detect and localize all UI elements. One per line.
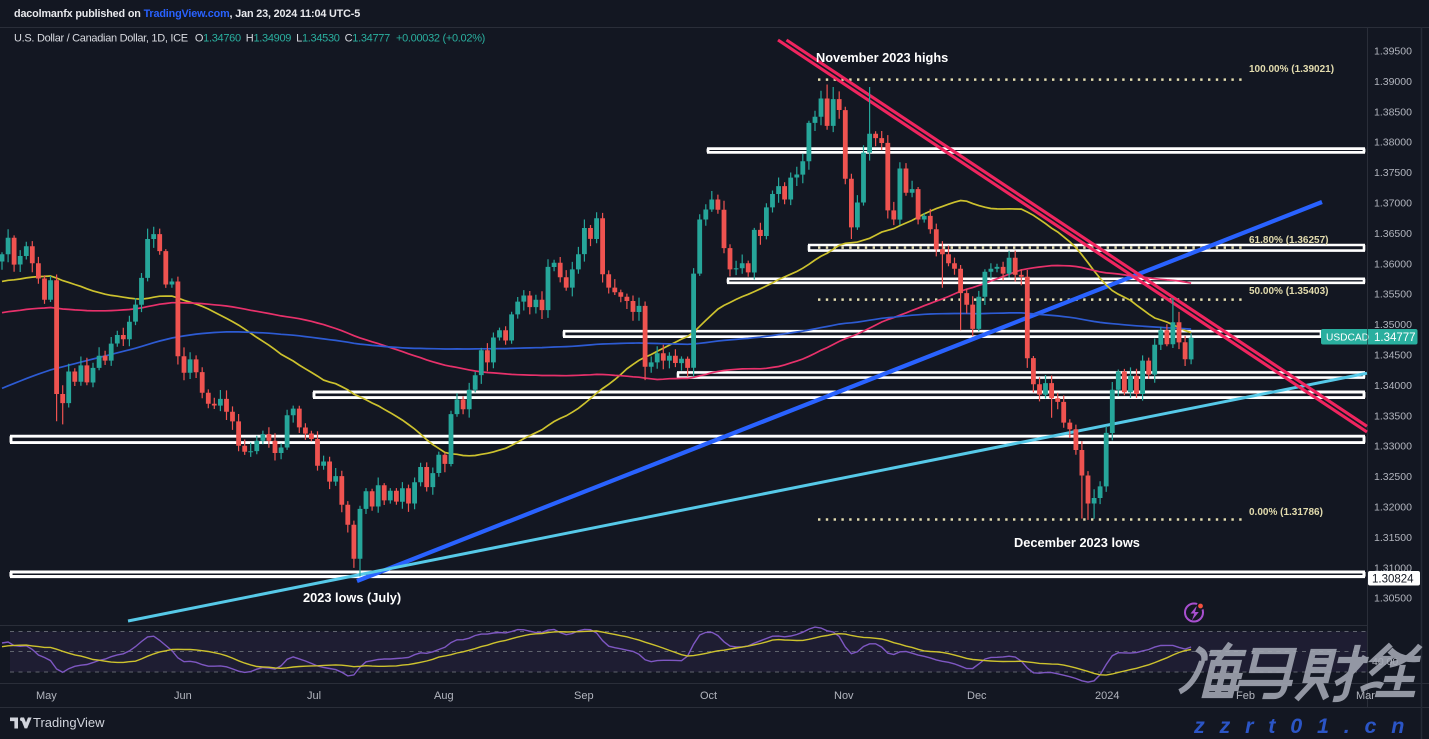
svg-text:1.39500: 1.39500 [1374, 46, 1412, 58]
svg-text:1.35500: 1.35500 [1374, 289, 1412, 301]
svg-text:1.35000: 1.35000 [1374, 319, 1412, 331]
svg-text:1.33000: 1.33000 [1374, 441, 1412, 453]
svg-text:1.37000: 1.37000 [1374, 198, 1412, 210]
svg-text:2023 lows (July): 2023 lows (July) [303, 590, 401, 605]
svg-text:zzrt01.cn: zzrt01.cn [1193, 714, 1419, 738]
svg-text:0.00% (1.31786): 0.00% (1.31786) [1249, 507, 1323, 518]
svg-text:December 2023 lows: December 2023 lows [1014, 535, 1140, 550]
svg-text:1.39000: 1.39000 [1374, 76, 1412, 88]
svg-text:Aug: Aug [434, 690, 454, 702]
svg-text:1.38000: 1.38000 [1374, 137, 1412, 149]
svg-text:U.S. Dollar / Canadian Dollar,: U.S. Dollar / Canadian Dollar, 1D, ICE O1… [14, 33, 485, 45]
svg-text:1.33500: 1.33500 [1374, 410, 1412, 422]
svg-text:1.30824: 1.30824 [1372, 574, 1414, 586]
svg-text:61.80% (1.36257): 61.80% (1.36257) [1249, 235, 1329, 246]
svg-text:May: May [36, 690, 57, 702]
svg-text:USDCAD: USDCAD [1326, 333, 1369, 344]
svg-text:2024: 2024 [1095, 690, 1119, 702]
svg-text:TradingView: TradingView [33, 715, 105, 730]
svg-text:1.32500: 1.32500 [1374, 471, 1412, 483]
svg-text:1.36500: 1.36500 [1374, 228, 1412, 240]
svg-text:100.00% (1.39021): 100.00% (1.39021) [1249, 64, 1334, 75]
svg-text:Dec: Dec [967, 690, 987, 702]
svg-text:Jul: Jul [307, 690, 321, 702]
svg-text:Feb: Feb [1236, 690, 1255, 702]
svg-text:1.36000: 1.36000 [1374, 258, 1412, 270]
svg-text:1.37500: 1.37500 [1374, 167, 1412, 179]
svg-text:1.38500: 1.38500 [1374, 106, 1412, 118]
svg-text:Oct: Oct [700, 690, 717, 702]
svg-text:Jun: Jun [174, 690, 192, 702]
svg-text:1.34777: 1.34777 [1374, 332, 1416, 344]
svg-text:dacolmanfx published on Tradin: dacolmanfx published on TradingView.com,… [14, 8, 360, 20]
svg-text:1.32000: 1.32000 [1374, 502, 1412, 514]
svg-text:1.30500: 1.30500 [1374, 593, 1412, 605]
svg-text:Mar: Mar [1356, 690, 1375, 702]
svg-text:Nov: Nov [834, 690, 854, 702]
svg-text:November 2023 highs: November 2023 highs [816, 50, 948, 65]
svg-text:50.00% (1.35403): 50.00% (1.35403) [1249, 286, 1329, 297]
svg-text:1.34500: 1.34500 [1374, 350, 1412, 362]
svg-text:Sep: Sep [574, 690, 594, 702]
svg-text:1.31500: 1.31500 [1374, 532, 1412, 544]
svg-text:1.34000: 1.34000 [1374, 380, 1412, 392]
